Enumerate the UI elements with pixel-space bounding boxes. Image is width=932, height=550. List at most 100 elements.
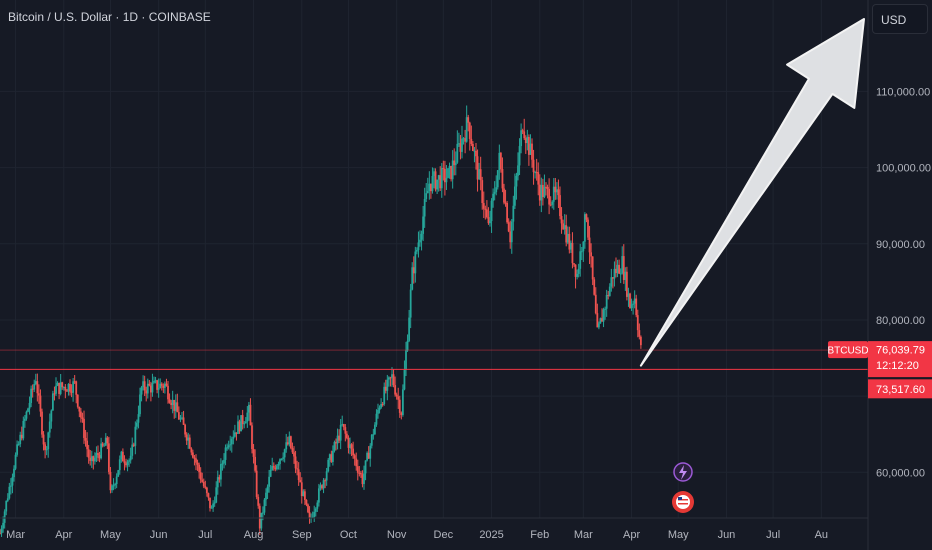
candle-body <box>518 146 521 166</box>
y-tick-label: 80,000.00 <box>876 315 925 327</box>
candle-body <box>45 449 48 451</box>
candle-body <box>587 219 589 238</box>
candle-body <box>86 440 89 450</box>
candle-body <box>69 383 71 392</box>
candle-body <box>610 277 613 287</box>
symbol-title: Bitcoin / U.S. Dollar · 1D · COINBASE <box>8 10 211 24</box>
candle-body <box>347 437 350 448</box>
candle-body <box>146 383 149 394</box>
candle-body <box>428 183 431 191</box>
candle-body <box>103 445 106 447</box>
candle-body <box>506 203 509 223</box>
candle-body <box>436 179 439 190</box>
candle-body <box>319 485 322 489</box>
x-tick-label: Nov <box>387 529 407 541</box>
candle-body <box>3 511 6 523</box>
lightning-event-icon[interactable] <box>673 462 693 482</box>
candle-body <box>599 318 602 324</box>
candle-body <box>243 423 246 425</box>
candle-body <box>397 396 400 400</box>
candle-body <box>8 486 11 499</box>
candle-body <box>322 480 325 489</box>
price-axis-panel <box>868 0 932 550</box>
candle-body <box>58 382 61 394</box>
candle-body <box>33 383 36 390</box>
candle-body <box>39 395 42 412</box>
candle-body <box>560 216 563 224</box>
candle-body <box>293 452 295 457</box>
candle-body <box>263 499 266 513</box>
candle-body <box>353 455 356 459</box>
candle-body <box>576 273 579 277</box>
candle-body <box>507 222 510 232</box>
candle-body <box>213 502 216 504</box>
candle-body <box>496 170 499 188</box>
candle-body <box>328 454 331 460</box>
candle-body <box>622 256 625 281</box>
level-price-label: 73,517.60 <box>876 384 925 396</box>
candle-body <box>302 491 305 497</box>
candle-body <box>143 381 146 391</box>
candle-body <box>627 293 630 297</box>
candle-body <box>372 434 375 436</box>
candle-body <box>433 171 435 176</box>
candle-body <box>112 485 115 487</box>
candle-body <box>453 160 456 166</box>
candle-body <box>330 454 333 462</box>
candle-body <box>602 309 605 322</box>
candle-body <box>639 336 642 346</box>
candle-body <box>342 424 345 428</box>
x-tick-label: Jun <box>150 529 168 541</box>
candle-body <box>251 425 253 450</box>
candle-body <box>629 293 631 309</box>
candle-body <box>552 186 555 202</box>
candle-body <box>23 418 26 421</box>
candle-body <box>111 485 113 491</box>
candle-body <box>454 162 457 166</box>
candle-body <box>20 434 23 439</box>
candle-body <box>283 449 286 458</box>
candle-body <box>574 264 577 277</box>
candle-body <box>476 156 479 180</box>
candle-body <box>13 468 15 478</box>
candle-body <box>409 289 412 318</box>
candle-body <box>209 497 211 509</box>
candle-body <box>604 308 607 310</box>
candle-body <box>205 487 208 494</box>
candle-body <box>314 508 317 512</box>
candle-body <box>123 461 126 464</box>
us-flag-event-icon[interactable] <box>672 491 694 513</box>
candle-body <box>363 473 365 485</box>
candle-body <box>165 383 168 386</box>
candle-body <box>221 463 224 465</box>
candle-body <box>36 381 39 394</box>
x-tick-label: Aug <box>244 529 264 541</box>
candle-body <box>296 468 299 470</box>
candle-body <box>630 304 633 309</box>
candle-body <box>411 267 414 290</box>
candle-body <box>509 231 512 243</box>
candle-body <box>588 237 591 253</box>
candle-body <box>237 421 239 434</box>
candle-body <box>27 408 29 412</box>
candle-body <box>31 388 34 390</box>
candle-body <box>313 511 316 518</box>
candle-body <box>260 512 263 529</box>
candle-body <box>249 404 252 426</box>
candle-body <box>179 418 182 420</box>
candle-body <box>0 528 3 534</box>
candles <box>0 105 642 537</box>
currency-button[interactable]: USD <box>872 4 928 34</box>
candle-body <box>400 412 403 415</box>
candle-body <box>445 177 448 183</box>
candle-body <box>254 456 257 471</box>
candle-body <box>487 217 490 224</box>
candle-body <box>282 457 285 459</box>
candle-body <box>513 186 516 206</box>
candle-body <box>611 277 614 279</box>
x-tick-label: Jul <box>198 529 212 541</box>
candle-body <box>240 415 243 432</box>
candle-body <box>142 381 145 388</box>
